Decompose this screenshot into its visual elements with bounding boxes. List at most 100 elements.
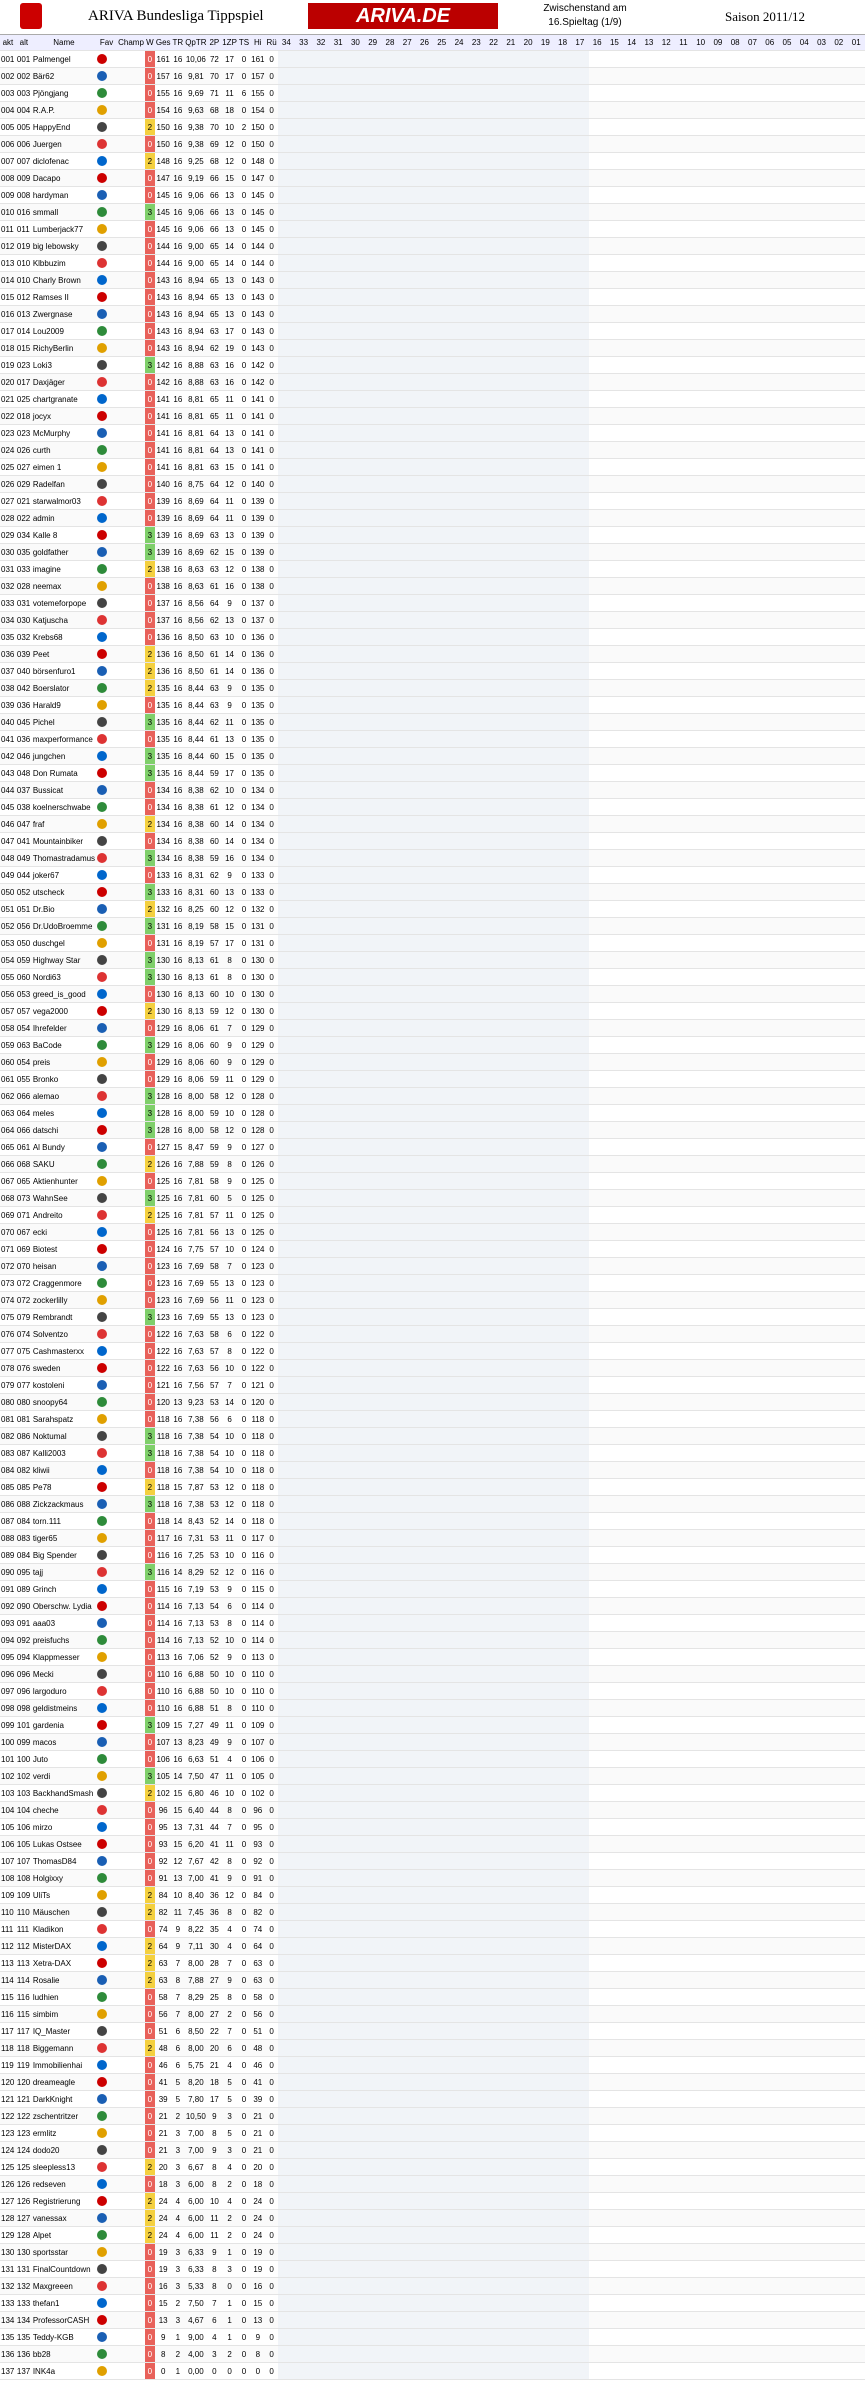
matchday-cell [761, 135, 779, 153]
matchday-cell [588, 1393, 606, 1411]
matchday-cell [709, 1138, 727, 1156]
matchday-cell [847, 662, 865, 680]
matchday-cell [657, 1223, 675, 1241]
matchday-cell [484, 373, 503, 391]
matchday-cell [502, 968, 520, 986]
rank: 044 [0, 781, 16, 799]
total: 113 [154, 1648, 172, 1666]
ru: 0 [265, 1325, 278, 1343]
old-rank: 013 [15, 305, 32, 323]
total: 128 [154, 1087, 172, 1105]
matchday-cell [277, 1019, 295, 1037]
matchday-cell [519, 339, 537, 357]
old-rank: 025 [15, 390, 32, 408]
club-icon [97, 1278, 108, 1288]
matchday-cell [329, 271, 347, 289]
matchday-cell [415, 1716, 434, 1734]
matchday-cell [726, 1682, 744, 1700]
matchday-cell [398, 662, 416, 680]
matchday-cell [726, 1206, 744, 1224]
name: meles [31, 1104, 97, 1122]
ts: 0 [237, 679, 251, 697]
matchday-cell [450, 441, 468, 459]
matchday-cell [657, 1631, 675, 1649]
matchday-cell [312, 662, 330, 680]
hi: 161 [250, 50, 266, 68]
matchday-cell [536, 968, 554, 986]
matchday-cell [484, 1138, 503, 1156]
matchday-cell [623, 1699, 641, 1717]
matchday-cell [571, 832, 589, 850]
two-points: 53 [207, 1614, 222, 1632]
matchday-header: 02 [830, 35, 848, 51]
matchday-cell [692, 1189, 710, 1207]
matchday-cell [761, 220, 779, 238]
matchday-cell [812, 696, 831, 714]
matchday-cell [674, 1716, 693, 1734]
wins: 0 [144, 1376, 155, 1394]
ru: 0 [265, 1495, 278, 1513]
fav [96, 135, 118, 153]
matchday-cell [657, 1546, 675, 1564]
matchday-cell [553, 713, 572, 731]
qptr: 8,81 [184, 424, 208, 442]
column-header: W [144, 35, 155, 51]
matchday-cell [450, 288, 468, 306]
matchday-cell [277, 1648, 295, 1666]
matchday-cell [502, 50, 520, 68]
matchday-cell [484, 1002, 503, 1020]
two-points: 59 [207, 849, 222, 867]
name: Mecki [31, 1665, 97, 1683]
matchday-cell [692, 1291, 710, 1309]
matchday-cell [657, 1070, 675, 1088]
matchday-cell [415, 356, 434, 374]
hi: 133 [250, 883, 266, 901]
row: 013 010 Klbbuzim 0 144 16 9,00 65 14 0 144 0 [0, 254, 865, 272]
champ [117, 1427, 145, 1445]
matchday-cell [795, 390, 813, 408]
matchday-cell [536, 1240, 554, 1258]
matchday-cell [381, 271, 399, 289]
fav [96, 577, 118, 595]
matchday-cell [830, 424, 848, 442]
old-rank: 072 [15, 1291, 32, 1309]
matchday-cell [761, 1597, 779, 1615]
matchday-cell [312, 1019, 330, 1037]
club-icon [97, 955, 108, 965]
matchday-cell [692, 101, 710, 119]
matchday-cell [640, 152, 658, 170]
matchday-cell [623, 509, 641, 527]
matchday-cell [519, 101, 537, 119]
qptr: 8,94 [184, 271, 208, 289]
matchday-cell [778, 1376, 796, 1394]
matchday-cell [467, 1597, 485, 1615]
matchday-cell [571, 934, 589, 952]
matchday-cell [467, 985, 485, 1003]
matchday-cell [847, 1155, 865, 1173]
matchday-cell [709, 883, 727, 901]
ru: 0 [265, 509, 278, 527]
qptr: 8,94 [184, 322, 208, 340]
tr: 16 [171, 1410, 185, 1428]
matchday-cell [778, 798, 796, 816]
matchday-cell [381, 373, 399, 391]
matchday-header: 31 [329, 35, 347, 51]
matchday-cell [605, 424, 624, 442]
matchday-cell [553, 611, 572, 629]
matchday-cell [450, 1546, 468, 1564]
matchday-cell [847, 951, 865, 969]
ts: 0 [237, 1138, 251, 1156]
name: Noktumal [31, 1427, 97, 1445]
matchday-cell [623, 305, 641, 323]
matchday-cell [312, 730, 330, 748]
qptr: 8,88 [184, 373, 208, 391]
two-points: 50 [207, 1665, 222, 1683]
row: 096 096 Mecki 0 110 16 6,88 50 10 0 110 0 [0, 1665, 865, 1683]
one-point: 13 [221, 1308, 238, 1326]
ru: 0 [265, 628, 278, 646]
matchday-cell [847, 1359, 865, 1377]
matchday-cell [484, 288, 503, 306]
matchday-cell [381, 1257, 399, 1275]
club-icon [97, 377, 108, 387]
club-icon [97, 326, 108, 336]
